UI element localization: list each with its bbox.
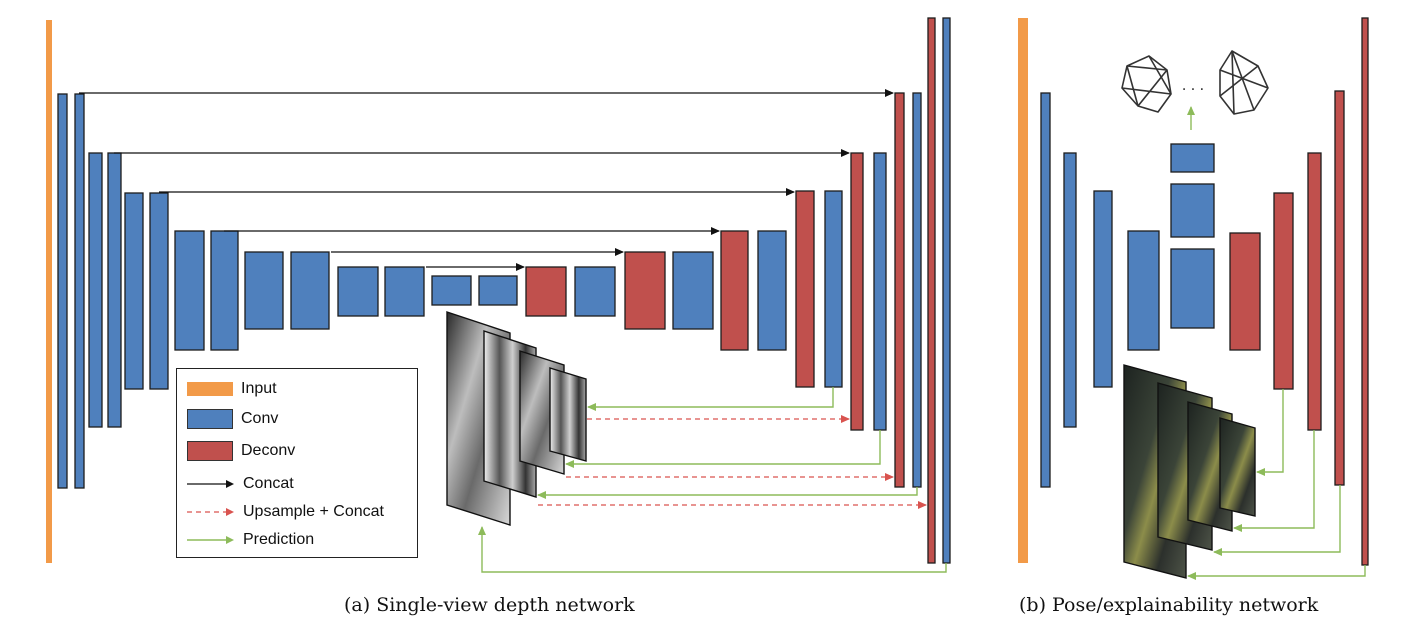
upsample-line-icon — [187, 508, 234, 516]
conv-layer — [124, 192, 144, 390]
conv-layer — [57, 93, 68, 489]
deconv-layer — [850, 152, 864, 431]
depth-prediction-stack — [446, 311, 587, 526]
legend-label: Conv — [241, 410, 279, 427]
conv-layer — [824, 190, 843, 388]
deconv-layer — [525, 266, 567, 317]
pose-output-icon — [1121, 55, 1172, 113]
conv-layer — [1127, 230, 1160, 351]
prediction-arrow — [478, 526, 947, 573]
depth-network — [46, 17, 951, 573]
pose-input-layer — [1018, 18, 1028, 563]
conv-layer — [1063, 152, 1077, 428]
legend-item-input: Input — [187, 378, 277, 400]
legend-label: Upsample + Concat — [243, 503, 384, 520]
conv-layer — [912, 92, 922, 488]
conv-layer — [1170, 143, 1215, 173]
caption-b: (b) Pose/explainability network — [1019, 594, 1319, 616]
upsample-concat-connections — [538, 415, 927, 509]
conv-layer — [431, 275, 472, 306]
legend-label: Prediction — [243, 531, 315, 548]
legend-item-conv: Conv — [187, 408, 278, 430]
deconv-layer — [624, 251, 666, 330]
conv-layer — [757, 230, 787, 351]
deconv-layer — [795, 190, 815, 388]
caption-a: (a) Single-view depth network — [344, 594, 635, 616]
conv-layer — [942, 17, 951, 564]
depth-map — [549, 367, 587, 462]
conv-layer — [384, 266, 425, 317]
legend-label: Concat — [243, 475, 294, 492]
conv-layer — [244, 251, 284, 330]
conv-layer — [88, 152, 103, 428]
depth-decoder — [525, 17, 951, 564]
conv-layer — [574, 266, 616, 317]
prediction-arrow — [1213, 485, 1341, 556]
prediction-arrow — [587, 387, 834, 411]
depth-encoder — [57, 93, 518, 489]
prediction-arrow — [537, 487, 918, 499]
prediction-line-icon — [187, 536, 234, 544]
conv-layer — [672, 251, 714, 330]
prediction-arrow — [1256, 389, 1284, 476]
conv-layer — [337, 266, 379, 317]
pose-output-ellipsis: . . . — [1182, 78, 1204, 94]
explainability-mask — [1219, 417, 1256, 517]
legend-label: Input — [241, 380, 277, 397]
conv-layer — [873, 152, 887, 431]
prediction-arrow — [565, 430, 881, 468]
deconv-layer — [894, 92, 905, 488]
conv-layer — [74, 93, 85, 489]
conv-layer — [290, 251, 330, 330]
conv-layer — [210, 230, 239, 351]
deconv-layer — [1361, 17, 1369, 566]
legend-item-prediction: Prediction — [187, 529, 314, 551]
conv-layer — [174, 230, 205, 351]
explainability-decoder — [1229, 17, 1369, 566]
legend-item-upsample-concat: Upsample + Concat — [187, 501, 384, 523]
conv-layer — [1170, 248, 1215, 329]
deconv-layer — [1229, 232, 1261, 351]
pose-prediction-connections — [1187, 389, 1366, 580]
conv-layer — [149, 192, 169, 390]
prediction-arrow — [1233, 430, 1315, 532]
legend-item-deconv: Deconv — [187, 440, 295, 462]
deconv-layer — [927, 17, 936, 564]
pose-encoder — [1040, 92, 1215, 488]
prediction-connections — [478, 387, 947, 573]
legend-item-concat: Concat — [187, 473, 294, 495]
pose-output-icon — [1219, 50, 1269, 115]
pose-network: . . . — [1018, 17, 1369, 580]
conv-swatch — [187, 409, 233, 429]
depth-input-layer — [46, 20, 52, 563]
deconv-layer — [1334, 90, 1345, 486]
conv-layer — [478, 275, 518, 306]
legend: Input Conv Deconv Concat Upsample + Conc… — [176, 368, 418, 558]
deconv-layer — [1273, 192, 1294, 390]
concat-line-icon — [187, 480, 234, 488]
concat-connections — [79, 89, 894, 271]
conv-layer — [107, 152, 122, 428]
deconv-layer — [1307, 152, 1322, 431]
legend-label: Deconv — [241, 442, 296, 459]
deconv-swatch — [187, 441, 233, 461]
prediction-arrow — [1187, 565, 1366, 580]
conv-layer — [1093, 190, 1113, 388]
conv-layer — [1040, 92, 1051, 488]
deconv-layer — [720, 230, 749, 351]
explainability-mask-stack — [1123, 364, 1256, 579]
input-swatch — [187, 382, 233, 396]
conv-layer — [1170, 183, 1215, 238]
